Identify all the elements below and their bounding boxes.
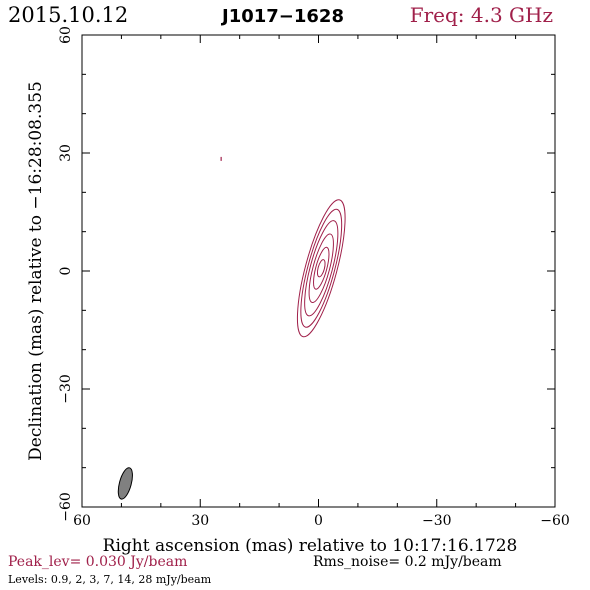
observation-date: 2015.10.12	[8, 3, 128, 27]
x-tick-label: 60	[73, 513, 91, 529]
contour-level	[313, 246, 330, 290]
contour-levels: Levels: 0.9, 2, 3, 7, 14, 28 mJy/beam	[8, 573, 212, 586]
y-tick-label: −30	[58, 374, 74, 404]
plot-frame	[81, 34, 556, 508]
source-name: J1017−1628	[220, 6, 344, 27]
beam-ellipse	[117, 467, 133, 500]
axis-ticks	[81, 34, 556, 508]
x-tick-label: −60	[540, 513, 570, 529]
contour-level	[316, 259, 326, 278]
y-axis-label: Declination (mas) relative to −16:28:08.…	[26, 81, 46, 461]
y-tick-label: −60	[58, 492, 74, 522]
x-tick-label: 30	[191, 513, 209, 529]
peak-level: Peak_lev= 0.030 Jy/beam	[8, 554, 187, 570]
contour-level	[300, 208, 343, 328]
frequency-label: Freq: 4.3 GHz	[410, 3, 553, 27]
x-tick-label: 0	[314, 513, 323, 529]
source-contours	[220, 156, 346, 338]
y-tick-label: 0	[58, 267, 74, 276]
y-tick-label: 30	[58, 144, 74, 162]
x-axis-label: Right ascension (mas) relative to 10:17:…	[103, 536, 518, 556]
beam-group	[117, 467, 133, 500]
x-tick-label: −30	[422, 513, 452, 529]
rms-noise: Rms_noise= 0.2 mJy/beam	[313, 554, 502, 570]
axis-tick-labels: 60 30 0 −30 −60 −60 −30 0 30 60	[58, 26, 570, 529]
contour-level	[304, 220, 339, 317]
contour-level	[296, 199, 346, 338]
contour-level	[308, 233, 334, 304]
y-tick-label: 60	[58, 26, 74, 44]
